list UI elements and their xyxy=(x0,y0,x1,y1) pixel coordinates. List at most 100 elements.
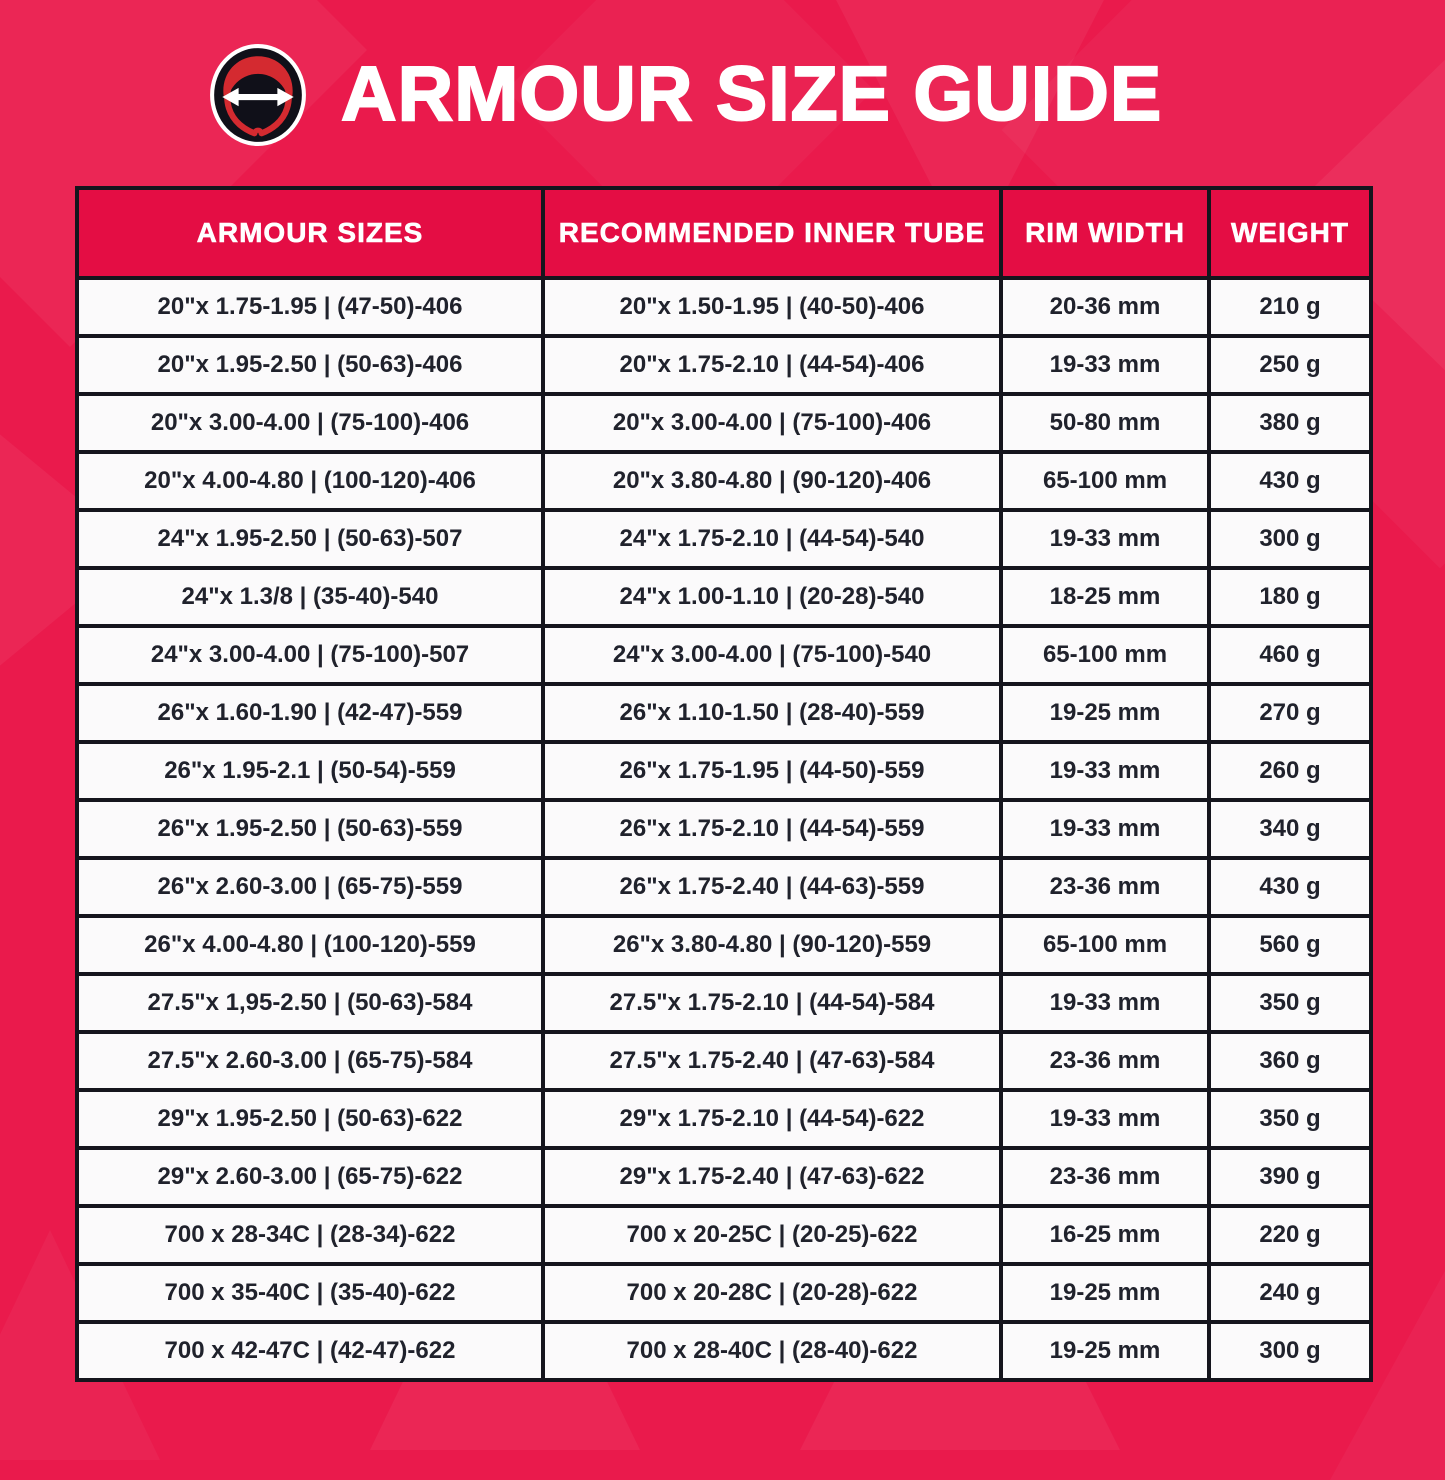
cell-inner-tube: 29"x 1.75-2.40 | (47-63)-622 xyxy=(541,1146,1003,1208)
table-row: 20"x 4.00-4.80 | (100-120)-406 20"x 3.80-… xyxy=(75,450,1373,512)
cell-weight: 350 g xyxy=(1207,972,1373,1034)
cell-rim-width: 23-36 mm xyxy=(999,856,1211,918)
table-row: 27.5"x 1,95-2.50 | (50-63)-584 27.5"x 1.7… xyxy=(75,972,1373,1034)
table-row: 29"x 2.60-3.00 | (65-75)-622 29"x 1.75-2.… xyxy=(75,1146,1373,1208)
cell-inner-tube: 26"x 1.75-1.95 | (44-50)-559 xyxy=(541,740,1003,802)
cell-weight: 270 g xyxy=(1207,682,1373,744)
cell-armour-size: 29"x 2.60-3.00 | (65-75)-622 xyxy=(75,1146,545,1208)
cell-inner-tube: 26"x 1.10-1.50 | (28-40)-559 xyxy=(541,682,1003,744)
cell-armour-size: 24"x 1.95-2.50 | (50-63)-507 xyxy=(75,508,545,570)
table-row: 29"x 1.95-2.50 | (50-63)-622 29"x 1.75-2.… xyxy=(75,1088,1373,1150)
cell-inner-tube: 26"x 1.75-2.40 | (44-63)-559 xyxy=(541,856,1003,918)
cell-inner-tube: 27.5"x 1.75-2.10 | (44-54)-584 xyxy=(541,972,1003,1034)
cell-weight: 180 g xyxy=(1207,566,1373,628)
cell-weight: 260 g xyxy=(1207,740,1373,802)
cell-armour-size: 20"x 1.95-2.50 | (50-63)-406 xyxy=(75,334,545,396)
cell-weight: 360 g xyxy=(1207,1030,1373,1092)
cell-rim-width: 19-25 mm xyxy=(999,1262,1211,1324)
cell-rim-width: 19-33 mm xyxy=(999,334,1211,396)
cell-armour-size: 27.5"x 1,95-2.50 | (50-63)-584 xyxy=(75,972,545,1034)
cell-rim-width: 19-25 mm xyxy=(999,682,1211,744)
cell-rim-width: 20-36 mm xyxy=(999,276,1211,338)
cell-weight: 380 g xyxy=(1207,392,1373,454)
size-guide-table: ARMOUR SIZES RECOMMENDED INNER TUBE RIM … xyxy=(75,186,1373,1382)
cell-inner-tube: 700 x 20-28C | (20-28)-622 xyxy=(541,1262,1003,1324)
cell-armour-size: 24"x 1.3/8 | (35-40)-540 xyxy=(75,566,545,628)
header-armour-sizes: ARMOUR SIZES xyxy=(75,186,545,280)
cell-inner-tube: 27.5"x 1.75-2.40 | (47-63)-584 xyxy=(541,1030,1003,1092)
cell-armour-size: 20"x 1.75-1.95 | (47-50)-406 xyxy=(75,276,545,338)
table-row: 24"x 1.95-2.50 | (50-63)-507 24"x 1.75-2.… xyxy=(75,508,1373,570)
table-row: 700 x 28-34C | (28-34)-622 700 x 20-25C |… xyxy=(75,1204,1373,1266)
cell-inner-tube: 26"x 3.80-4.80 | (90-120)-559 xyxy=(541,914,1003,976)
cell-weight: 210 g xyxy=(1207,276,1373,338)
table-row: 26"x 1.60-1.90 | (42-47)-559 26"x 1.10-1.… xyxy=(75,682,1373,744)
cell-rim-width: 16-25 mm xyxy=(999,1204,1211,1266)
table-row: 26"x 1.95-2.50 | (50-63)-559 26"x 1.75-2.… xyxy=(75,798,1373,860)
table-row: 27.5"x 2.60-3.00 | (65-75)-584 27.5"x 1.7… xyxy=(75,1030,1373,1092)
table-header-row: ARMOUR SIZES RECOMMENDED INNER TUBE RIM … xyxy=(75,186,1373,280)
cell-inner-tube: 700 x 20-25C | (20-25)-622 xyxy=(541,1204,1003,1266)
cell-weight: 250 g xyxy=(1207,334,1373,396)
cell-armour-size: 26"x 4.00-4.80 | (100-120)-559 xyxy=(75,914,545,976)
table-row: 26"x 1.95-2.1 | (50-54)-559 26"x 1.75-1.9… xyxy=(75,740,1373,802)
table-row: 26"x 2.60-3.00 | (65-75)-559 26"x 1.75-2.… xyxy=(75,856,1373,918)
cell-inner-tube: 20"x 3.00-4.00 | (75-100)-406 xyxy=(541,392,1003,454)
cell-armour-size: 29"x 1.95-2.50 | (50-63)-622 xyxy=(75,1088,545,1150)
cell-weight: 340 g xyxy=(1207,798,1373,860)
cell-armour-size: 700 x 42-47C | (42-47)-622 xyxy=(75,1320,545,1382)
header-weight: WEIGHT xyxy=(1207,186,1373,280)
cell-inner-tube: 24"x 3.00-4.00 | (75-100)-540 xyxy=(541,624,1003,686)
cell-inner-tube: 20"x 3.80-4.80 | (90-120)-406 xyxy=(541,450,1003,512)
cell-weight: 430 g xyxy=(1207,856,1373,918)
table-row: 24"x 3.00-4.00 | (75-100)-507 24"x 3.00-4… xyxy=(75,624,1373,686)
cell-inner-tube: 24"x 1.75-2.10 | (44-54)-540 xyxy=(541,508,1003,570)
cell-rim-width: 65-100 mm xyxy=(999,914,1211,976)
page-header: ARMOUR SIZE GUIDE xyxy=(0,0,1445,186)
cell-weight: 430 g xyxy=(1207,450,1373,512)
cell-rim-width: 19-33 mm xyxy=(999,1088,1211,1150)
cell-inner-tube: 20"x 1.50-1.95 | (40-50)-406 xyxy=(541,276,1003,338)
cell-weight: 300 g xyxy=(1207,508,1373,570)
cell-armour-size: 26"x 2.60-3.00 | (65-75)-559 xyxy=(75,856,545,918)
cell-armour-size: 27.5"x 2.60-3.00 | (65-75)-584 xyxy=(75,1030,545,1092)
cell-inner-tube: 29"x 1.75-2.10 | (44-54)-622 xyxy=(541,1088,1003,1150)
cell-inner-tube: 20"x 1.75-2.10 | (44-54)-406 xyxy=(541,334,1003,396)
header-rim-width: RIM WIDTH xyxy=(999,186,1211,280)
cell-armour-size: 700 x 28-34C | (28-34)-622 xyxy=(75,1204,545,1266)
cell-rim-width: 19-33 mm xyxy=(999,972,1211,1034)
cell-weight: 300 g xyxy=(1207,1320,1373,1382)
cell-weight: 560 g xyxy=(1207,914,1373,976)
cell-rim-width: 50-80 mm xyxy=(999,392,1211,454)
header-recommended-inner-tube: RECOMMENDED INNER TUBE xyxy=(541,186,1003,280)
table-row: 20"x 1.75-1.95 | (47-50)-406 20"x 1.50-1.… xyxy=(75,276,1373,338)
cell-rim-width: 65-100 mm xyxy=(999,450,1211,512)
cell-armour-size: 20"x 4.00-4.80 | (100-120)-406 xyxy=(75,450,545,512)
cell-armour-size: 26"x 1.95-2.1 | (50-54)-559 xyxy=(75,740,545,802)
cell-rim-width: 19-33 mm xyxy=(999,508,1211,570)
cell-armour-size: 700 x 35-40C | (35-40)-622 xyxy=(75,1262,545,1324)
cell-rim-width: 19-25 mm xyxy=(999,1320,1211,1382)
cell-weight: 220 g xyxy=(1207,1204,1373,1266)
cell-inner-tube: 26"x 1.75-2.10 | (44-54)-559 xyxy=(541,798,1003,860)
cell-rim-width: 23-36 mm xyxy=(999,1146,1211,1208)
table-row: 20"x 1.95-2.50 | (50-63)-406 20"x 1.75-2.… xyxy=(75,334,1373,396)
cell-weight: 460 g xyxy=(1207,624,1373,686)
cell-weight: 390 g xyxy=(1207,1146,1373,1208)
table-row: 700 x 42-47C | (42-47)-622 700 x 28-40C |… xyxy=(75,1320,1373,1382)
cell-armour-size: 26"x 1.60-1.90 | (42-47)-559 xyxy=(75,682,545,744)
cell-inner-tube: 700 x 28-40C | (28-40)-622 xyxy=(541,1320,1003,1382)
cell-rim-width: 65-100 mm xyxy=(999,624,1211,686)
cell-weight: 240 g xyxy=(1207,1262,1373,1324)
cell-armour-size: 26"x 1.95-2.50 | (50-63)-559 xyxy=(75,798,545,860)
table-row: 700 x 35-40C | (35-40)-622 700 x 20-28C |… xyxy=(75,1262,1373,1324)
cell-armour-size: 24"x 3.00-4.00 | (75-100)-507 xyxy=(75,624,545,686)
cell-rim-width: 23-36 mm xyxy=(999,1030,1211,1092)
table-row: 26"x 4.00-4.80 | (100-120)-559 26"x 3.80-… xyxy=(75,914,1373,976)
cell-armour-size: 20"x 3.00-4.00 | (75-100)-406 xyxy=(75,392,545,454)
page-title: ARMOUR SIZE GUIDE xyxy=(340,50,1163,138)
cell-weight: 350 g xyxy=(1207,1088,1373,1150)
cell-rim-width: 19-33 mm xyxy=(999,740,1211,802)
cell-rim-width: 18-25 mm xyxy=(999,566,1211,628)
tire-logo-icon xyxy=(210,44,306,146)
